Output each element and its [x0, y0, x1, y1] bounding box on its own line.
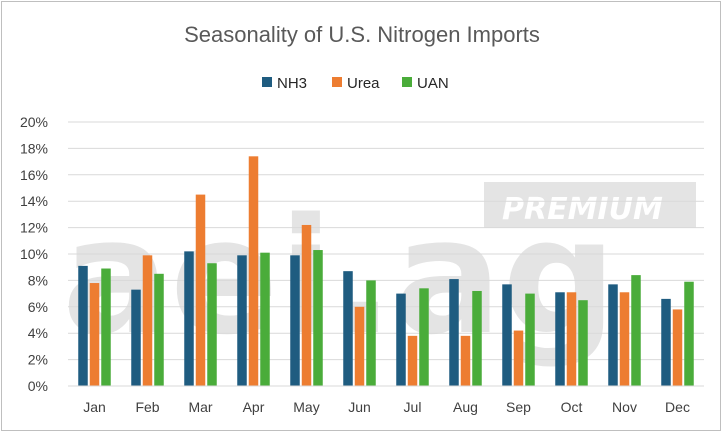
x-tick-label: Aug: [453, 399, 478, 415]
bars: [78, 156, 694, 386]
bar-urea-jul: [407, 335, 418, 386]
bar-urea-apr: [248, 156, 259, 386]
bar-nh3-may: [290, 255, 300, 386]
y-tick-label: 4%: [28, 325, 48, 341]
gridlines: [68, 121, 704, 387]
bar-nh3-jul: [396, 293, 406, 386]
x-tick-label: Jan: [83, 399, 106, 415]
x-axis: Jan Feb Mar Apr May Jun Jul Aug Sep Oct Nov Dec: [68, 385, 704, 415]
bar-uan-nov: [631, 275, 641, 386]
y-tick-label: 12%: [20, 220, 48, 236]
bar-urea-jun: [354, 306, 365, 386]
bar-uan-sep: [525, 293, 535, 386]
bar-urea-dec: [672, 309, 683, 386]
y-tick-label: 0%: [28, 378, 48, 394]
bar-urea-mar: [195, 194, 206, 386]
legend-swatch-uan: [402, 77, 412, 87]
bar-nh3-jun: [343, 271, 353, 386]
legend-label-uan: UAN: [417, 75, 449, 92]
bar-nh3-aug: [449, 279, 459, 386]
watermark-badge: [484, 182, 696, 228]
x-tick-label: Feb: [135, 399, 159, 415]
bar-uan-may: [313, 250, 323, 386]
y-tick-label: 2%: [28, 352, 48, 368]
y-tick-label: 16%: [20, 167, 48, 183]
bar-uan-aug: [472, 290, 482, 386]
bar-uan-dec: [684, 281, 694, 386]
bar-uan-feb: [154, 273, 164, 386]
x-tick-label: Jun: [348, 399, 371, 415]
bar-uan-oct: [578, 300, 588, 386]
bar-urea-may: [301, 224, 312, 386]
y-tick-label: 18%: [20, 140, 48, 156]
x-tick-label: Apr: [243, 399, 265, 415]
x-tick-label: Mar: [188, 399, 212, 415]
bar-uan-jan: [101, 268, 111, 386]
x-tick-label: Nov: [612, 399, 637, 415]
bar-uan-jul: [419, 288, 429, 386]
x-tick-label: Oct: [561, 399, 583, 415]
bar-uan-mar: [207, 263, 217, 386]
legend-swatch-nh3: [262, 77, 272, 87]
bar-urea-sep: [513, 330, 524, 386]
bar-nh3-jan: [78, 265, 88, 386]
chart-title: Seasonality of U.S. Nitrogen Imports: [184, 22, 540, 47]
bar-urea-jan: [89, 283, 100, 386]
bar-nh3-dec: [661, 298, 671, 386]
bar-nh3-sep: [502, 284, 512, 386]
legend-swatch-urea: [332, 77, 342, 87]
y-axis: 0% 2% 4% 6% 8% 10% 12% 14% 16% 18% 20%: [20, 114, 48, 394]
bar-nh3-oct: [555, 292, 565, 386]
legend: NH3 Urea UAN: [262, 75, 449, 92]
bar-urea-aug: [460, 335, 471, 386]
bar-nh3-apr: [237, 255, 247, 386]
y-tick-label: 6%: [28, 299, 48, 315]
bar-uan-apr: [260, 252, 270, 386]
bar-nh3-mar: [184, 251, 194, 386]
y-tick-label: 10%: [20, 246, 48, 262]
y-tick-label: 14%: [20, 193, 48, 209]
bar-nh3-feb: [131, 289, 141, 386]
watermark-badge-text: PREMIUM: [502, 192, 663, 227]
x-tick-label: May: [293, 399, 319, 415]
y-tick-label: 20%: [20, 114, 48, 130]
y-tick-label: 8%: [28, 272, 48, 288]
bar-uan-jun: [366, 280, 376, 386]
bar-urea-feb: [142, 255, 153, 386]
legend-label-urea: Urea: [347, 75, 380, 92]
bar-nh3-nov: [608, 284, 618, 386]
bar-urea-nov: [619, 292, 630, 386]
x-tick-label: Dec: [665, 399, 690, 415]
x-tick-label: Sep: [506, 399, 531, 415]
legend-label-nh3: NH3: [277, 75, 307, 92]
bar-urea-oct: [566, 292, 577, 386]
x-tick-label: Jul: [404, 399, 422, 415]
